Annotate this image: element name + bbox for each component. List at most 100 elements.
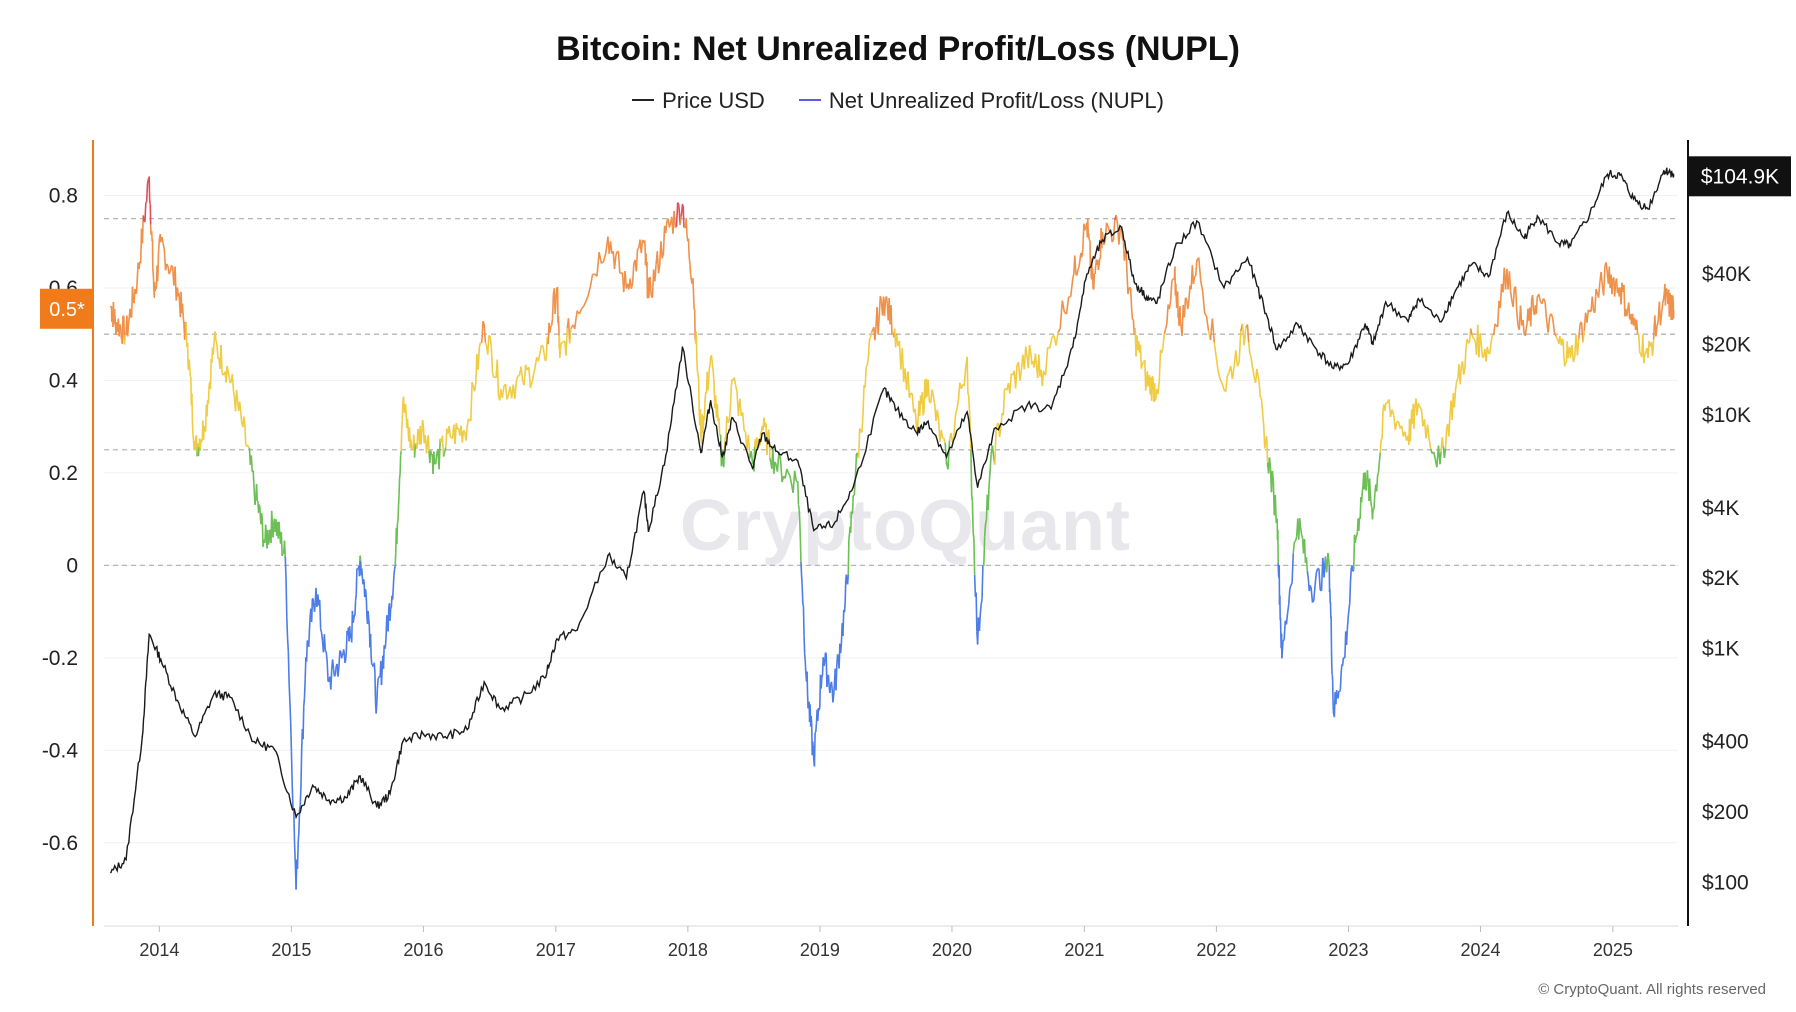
- nupl-segment: [246, 444, 250, 448]
- nupl-segment: [247, 446, 250, 449]
- nupl-segment: [338, 650, 341, 667]
- nupl-point: [832, 694, 835, 696]
- nupl-point: [1619, 287, 1621, 289]
- nupl-segment: [1535, 297, 1539, 314]
- nupl-point: [466, 425, 469, 428]
- nupl-point: [751, 462, 754, 465]
- nupl-point: [110, 305, 112, 308]
- nupl-segment: [1480, 343, 1484, 358]
- nupl-segment: [1019, 370, 1023, 381]
- nupl-segment: [589, 274, 594, 287]
- nupl-segment: [442, 452, 446, 457]
- nupl-segment: [537, 353, 541, 362]
- nupl-segment: [306, 640, 309, 644]
- nupl-point: [812, 758, 815, 761]
- nupl-segment: [1444, 428, 1448, 449]
- nupl-segment: [397, 507, 400, 522]
- legend-item-price[interactable]: Price USD: [632, 88, 765, 114]
- nupl-segment: [302, 697, 306, 707]
- nupl-point: [692, 277, 694, 280]
- nupl-segment: [972, 532, 975, 539]
- nupl-segment: [1315, 568, 1319, 573]
- nupl-segment: [730, 379, 733, 388]
- nupl-segment: [1559, 335, 1562, 341]
- nupl-segment: [708, 365, 711, 369]
- nupl-point: [194, 448, 196, 451]
- price-point: [643, 490, 645, 493]
- price-point: [141, 735, 144, 738]
- nupl-segment: [318, 599, 322, 629]
- nupl-segment: [688, 257, 691, 265]
- nupl-segment: [1247, 342, 1251, 354]
- price-point: [253, 740, 255, 743]
- price-point: [345, 797, 347, 799]
- nupl-segment: [1660, 303, 1664, 314]
- nupl-point: [340, 657, 343, 659]
- nupl-segment: [1318, 568, 1322, 591]
- price-point: [483, 681, 485, 683]
- nupl-segment: [806, 671, 809, 695]
- nupl-point: [242, 425, 244, 428]
- nupl-segment: [448, 425, 451, 436]
- nupl-segment: [427, 435, 430, 452]
- nupl-segment: [1348, 603, 1351, 611]
- nupl-segment: [1201, 291, 1206, 314]
- nupl-segment: [194, 437, 197, 450]
- nupl-segment: [443, 447, 447, 453]
- nupl-segment: [1462, 369, 1466, 375]
- price-point: [556, 638, 558, 640]
- nupl-segment: [844, 580, 847, 604]
- nupl-segment: [182, 316, 185, 325]
- nupl-segment: [832, 684, 836, 695]
- nupl-segment: [914, 408, 918, 427]
- nupl-segment: [1522, 319, 1526, 335]
- nupl-segment: [239, 412, 243, 425]
- nupl-segment: [711, 363, 714, 371]
- nupl-point: [227, 370, 229, 372]
- nupl-segment: [414, 442, 417, 445]
- nupl-point: [255, 495, 257, 497]
- nupl-segment: [1368, 478, 1371, 493]
- nupl-segment: [235, 389, 239, 402]
- nupl-segment: [1009, 373, 1013, 394]
- nupl-segment: [823, 662, 826, 667]
- nupl-point: [213, 342, 215, 345]
- price-point: [359, 775, 361, 777]
- nupl-segment: [864, 366, 868, 388]
- nupl-segment: [496, 359, 500, 397]
- nupl-segment: [232, 389, 236, 398]
- nupl-segment: [1637, 333, 1641, 352]
- nupl-segment: [987, 485, 990, 511]
- nupl-segment: [1375, 475, 1379, 492]
- price-point: [1050, 408, 1052, 410]
- legend-item-nupl[interactable]: Net Unrealized Profit/Loss (NUPL): [798, 88, 1164, 114]
- nupl-point: [136, 277, 139, 280]
- nupl-segment: [325, 651, 328, 662]
- nupl-segment: [123, 334, 127, 345]
- nupl-segment: [352, 620, 355, 624]
- nupl-segment: [1365, 483, 1368, 491]
- nupl-segment: [1118, 228, 1122, 245]
- nupl-segment: [376, 678, 379, 689]
- nupl-segment: [1164, 323, 1168, 330]
- nupl-segment: [989, 454, 992, 473]
- nupl-segment: [830, 681, 833, 690]
- nupl-segment: [1542, 298, 1546, 302]
- nupl-segment: [1373, 493, 1376, 510]
- nupl-segment: [323, 634, 327, 651]
- nupl-segment: [391, 588, 395, 600]
- nupl-segment: [1126, 273, 1129, 294]
- nupl-segment: [1158, 350, 1162, 382]
- price-point: [832, 523, 835, 526]
- nupl-segment: [1217, 371, 1221, 380]
- nupl-segment: [1144, 380, 1148, 391]
- nupl-segment: [1183, 297, 1187, 318]
- nupl-segment: [1082, 223, 1085, 250]
- x-tick-label: 2024: [1460, 940, 1500, 960]
- nupl-segment: [617, 251, 621, 273]
- nupl-segment: [1140, 365, 1143, 369]
- nupl-segment: [696, 361, 699, 372]
- nupl-segment: [504, 384, 508, 400]
- nupl-segment: [979, 604, 982, 614]
